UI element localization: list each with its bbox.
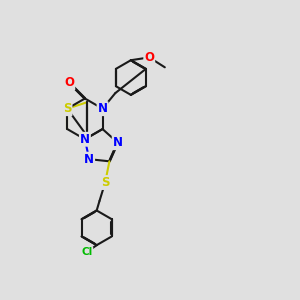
- Text: N: N: [113, 136, 123, 149]
- Text: S: S: [101, 176, 110, 189]
- Text: S: S: [63, 102, 71, 115]
- Text: N: N: [80, 133, 90, 146]
- Text: N: N: [98, 102, 108, 115]
- Text: O: O: [144, 51, 154, 64]
- Text: N: N: [84, 153, 94, 166]
- Text: Cl: Cl: [81, 247, 92, 257]
- Text: O: O: [64, 76, 74, 89]
